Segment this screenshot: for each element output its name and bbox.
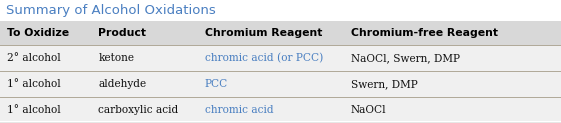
Text: Product: Product	[98, 28, 146, 38]
Text: Swern, DMP: Swern, DMP	[351, 79, 417, 89]
Text: Chromium Reagent: Chromium Reagent	[205, 28, 322, 38]
Text: carboxylic acid: carboxylic acid	[98, 105, 178, 115]
Text: 2° alcohol: 2° alcohol	[7, 53, 61, 63]
Text: chromic acid (or PCC): chromic acid (or PCC)	[205, 53, 323, 63]
Bar	[0, 21, 561, 45]
Text: 1° alcohol: 1° alcohol	[7, 79, 61, 89]
Text: aldehyde: aldehyde	[98, 79, 146, 89]
Text: ketone: ketone	[98, 53, 134, 63]
Text: 1° alcohol: 1° alcohol	[7, 105, 61, 115]
Text: To Oxidize: To Oxidize	[7, 28, 69, 38]
Text: NaOCl: NaOCl	[351, 105, 387, 115]
Text: PCC: PCC	[205, 79, 228, 89]
Text: Chromium-free Reagent: Chromium-free Reagent	[351, 28, 498, 38]
Text: NaOCl, Swern, DMP: NaOCl, Swern, DMP	[351, 53, 459, 63]
Text: chromic acid: chromic acid	[205, 105, 273, 115]
Bar	[0, 21, 561, 121]
Text: Summary of Alcohol Oxidations: Summary of Alcohol Oxidations	[6, 4, 216, 17]
